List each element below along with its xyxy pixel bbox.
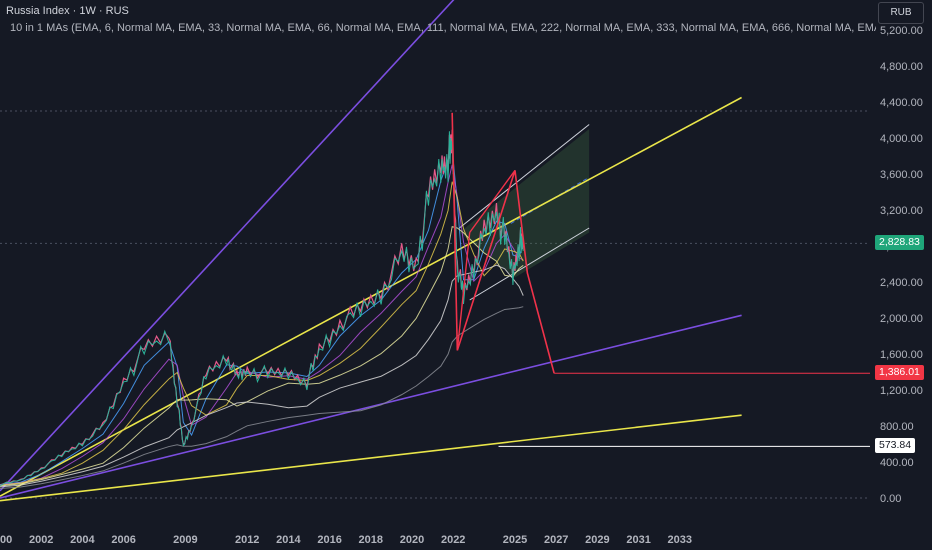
- y-tick-label: 800.00: [880, 421, 914, 433]
- y-tick-label: 3,600.00: [880, 169, 923, 181]
- y-tick-label: 2,000.00: [880, 313, 923, 325]
- moving-average-line: [0, 164, 524, 486]
- y-tick-label: 4,400.00: [880, 97, 923, 109]
- yellow-trendline: [0, 414, 742, 502]
- x-tick-label: 2027: [544, 534, 568, 546]
- support-price-tag: 573.84: [875, 438, 916, 454]
- y-tick-label: 4,800.00: [880, 61, 923, 73]
- currency-button[interactable]: RUB: [878, 2, 924, 24]
- x-tick-label: 2018: [359, 534, 383, 546]
- y-tick-label: 1,600.00: [880, 349, 923, 361]
- price-series-line-alt: [0, 131, 524, 486]
- x-tick-label: 2002: [29, 534, 53, 546]
- x-tick-label: 2004: [70, 534, 95, 546]
- x-tick-label: 2022: [441, 534, 465, 546]
- moving-average-line: [0, 226, 524, 487]
- x-tick-label: 2016: [317, 534, 341, 546]
- y-tick-label: 3,200.00: [880, 205, 923, 217]
- moving-average-line: [0, 181, 524, 486]
- y-tick-label: 2,400.00: [880, 277, 923, 289]
- x-tick-label: 2029: [585, 534, 609, 546]
- y-tick-label: 5,200.00: [880, 25, 923, 37]
- y-tick-label: 0.00: [880, 493, 901, 505]
- indicator-legend[interactable]: 10 in 1 MAs (EMA, 6, Normal MA, EMA, 33,…: [10, 22, 876, 34]
- x-tick-label: 2000: [0, 534, 12, 546]
- x-tick-label: 2020: [400, 534, 424, 546]
- x-tick-label: 2014: [276, 534, 301, 546]
- moving-average-line: [0, 264, 524, 488]
- plot-layer: [0, 0, 870, 502]
- red-pattern-leg: [469, 169, 516, 233]
- x-tick-label: 2033: [668, 534, 692, 546]
- channel-lower-line: [469, 227, 590, 301]
- x-tick-label: 2009: [173, 534, 197, 546]
- purple-trendline: [0, 314, 742, 499]
- purple-trendline: [0, 0, 455, 492]
- red-pattern-leg: [456, 232, 471, 351]
- symbol-title[interactable]: Russia Index · 1W · RUS: [6, 5, 129, 17]
- x-tick-label: 2031: [626, 534, 650, 546]
- channel-upper-line: [459, 124, 590, 229]
- target-price-tag: 1,386.01: [875, 365, 924, 381]
- x-tick-label: 2025: [503, 534, 527, 546]
- y-tick-label: 400.00: [880, 457, 914, 469]
- y-tick-label: 4,000.00: [880, 133, 923, 145]
- x-tick-label: 2006: [111, 534, 135, 546]
- y-tick-label: 1,200.00: [880, 385, 923, 397]
- moving-average-line: [0, 306, 524, 490]
- price-series-line: [0, 129, 524, 486]
- current-price-tag: 2,828.83: [875, 235, 924, 251]
- x-tick-label: 2012: [235, 534, 259, 546]
